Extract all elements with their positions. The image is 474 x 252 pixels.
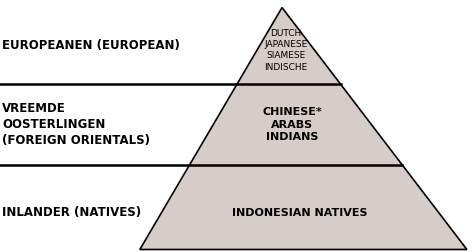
Text: VREEMDE
OOSTERLINGEN
(FOREIGN ORIENTALS): VREEMDE OOSTERLINGEN (FOREIGN ORIENTALS) <box>2 102 150 147</box>
Polygon shape <box>140 8 467 249</box>
Text: DUTCH
JAPANESE
SIAMESE
INDISCHE: DUTCH JAPANESE SIAMESE INDISCHE <box>264 29 308 72</box>
Text: INLANDER (NATIVES): INLANDER (NATIVES) <box>2 206 142 219</box>
Text: INDONESIAN NATIVES: INDONESIAN NATIVES <box>232 208 368 218</box>
Text: CHINESE*
ARABS
INDIANS: CHINESE* ARABS INDIANS <box>263 107 322 142</box>
Text: EUROPEANEN (EUROPEAN): EUROPEANEN (EUROPEAN) <box>2 39 180 52</box>
